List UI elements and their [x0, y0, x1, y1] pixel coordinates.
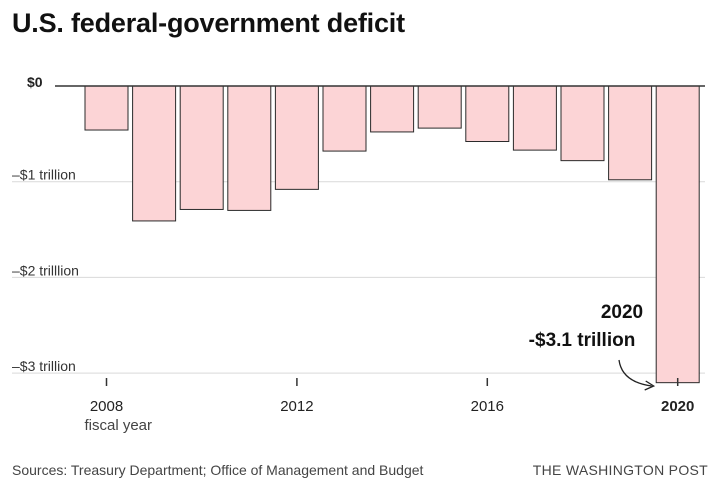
x-tick-label: 2012 [280, 398, 313, 415]
bar-2012 [274, 85, 319, 190]
annotation-arrow-line [618, 359, 652, 387]
bar-2010 [179, 85, 224, 210]
y-tick-label: –$1 trillion [12, 167, 76, 183]
annotation-year: 2020 [601, 302, 643, 323]
chart-title: U.S. federal-government deficit [12, 8, 405, 38]
publisher-credit: THE WASHINGTON POST [532, 462, 708, 478]
y-tick-label: –$2 trilllion [12, 262, 79, 278]
x-tick-label: 2016 [471, 398, 504, 415]
bar-2008 [84, 85, 129, 131]
bar-2017 [512, 85, 557, 151]
bar-2015 [417, 85, 462, 129]
y-tick-label: –$3 trillion [12, 358, 76, 374]
bar-2020 [655, 85, 700, 384]
annotation-arrow-head [644, 380, 656, 391]
bar-2013 [322, 85, 367, 152]
bar-2018 [560, 85, 605, 162]
x-tick-label: 2020 [661, 398, 694, 415]
bar-2014 [370, 85, 415, 133]
bar-2016 [465, 85, 510, 143]
bar-2009 [132, 85, 177, 222]
x-tick-label: 2008 [90, 398, 123, 415]
annotation-value: -$3.1 trillion [529, 330, 636, 351]
bar-2019 [608, 85, 653, 181]
y-tick-label: $0 [27, 74, 43, 90]
bar-2011 [227, 85, 272, 211]
x-axis-title: fiscal year [85, 417, 153, 434]
sources-note: Sources: Treasury Department; Office of … [12, 462, 424, 478]
